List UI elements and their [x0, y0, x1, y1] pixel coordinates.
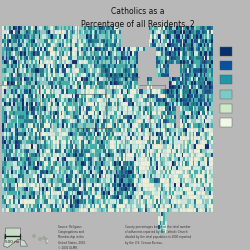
- Bar: [220, 118, 232, 127]
- Bar: [220, 90, 232, 99]
- Text: Percentage of all Residents, 2: Percentage of all Residents, 2: [80, 20, 194, 29]
- Text: Source: Religious
Congregations and
Membership in the
United States, 2000.
© 200: Source: Religious Congregations and Memb…: [58, 225, 90, 250]
- Text: Catholics as a: Catholics as a: [111, 8, 164, 16]
- Text: 500 mi: 500 mi: [5, 240, 20, 244]
- Bar: [42, 237, 45, 239]
- Bar: [32, 234, 35, 237]
- Text: County percentages based on the total number
of adherents reported by the Cathol: County percentages based on the total nu…: [125, 225, 191, 244]
- Bar: [220, 104, 232, 113]
- Bar: [220, 47, 232, 56]
- Bar: [39, 238, 41, 240]
- Polygon shape: [4, 228, 28, 248]
- Bar: [220, 61, 232, 70]
- Bar: [46, 240, 49, 243]
- Bar: [220, 75, 232, 84]
